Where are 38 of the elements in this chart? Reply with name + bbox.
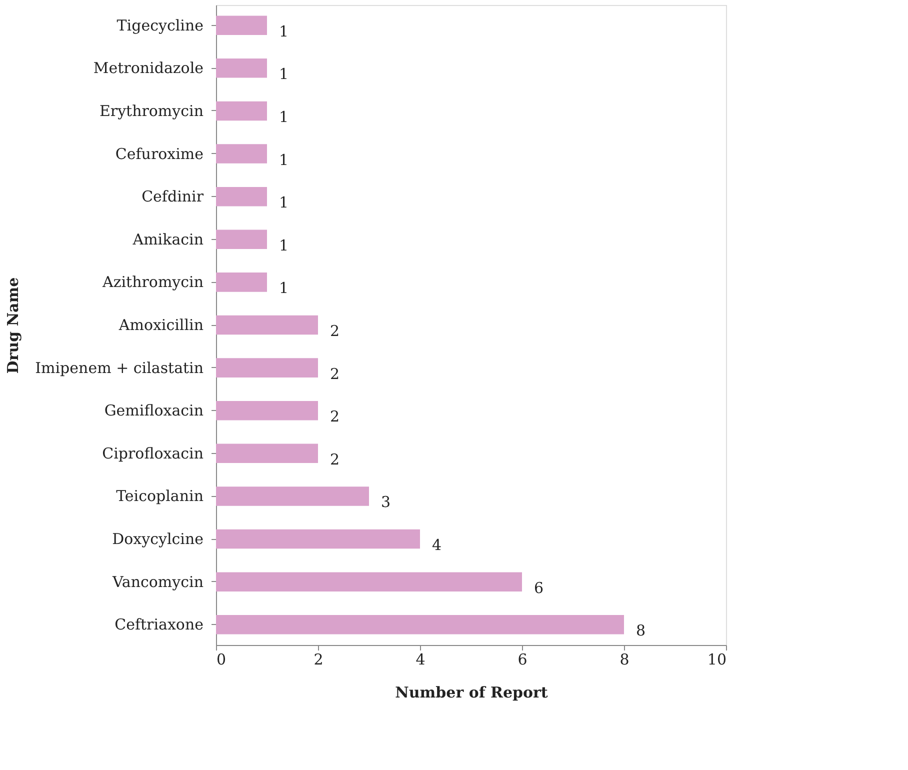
x-tick-label: 2 (314, 650, 324, 668)
data-label: 1 (279, 194, 289, 212)
data-label: 6 (534, 578, 544, 597)
data-label: 2 (330, 450, 340, 468)
x-tick-label: 0 (216, 650, 226, 668)
data-label: 4 (432, 536, 442, 554)
x-tick-label: 6 (518, 650, 528, 668)
y-tick-label: Ciprofloxacin (102, 444, 204, 462)
x-tick-label: 10 (707, 650, 726, 668)
y-tick-label: Amikacin (132, 230, 204, 248)
y-tick-label: Cefdinir (142, 188, 204, 206)
data-label: 2 (330, 322, 340, 340)
y-tick-label: Tigecycline (116, 16, 204, 34)
x-axis-title: Number of Report (395, 684, 548, 702)
data-label: 1 (279, 108, 289, 126)
y-tick-label: Teicoplanin (116, 487, 204, 506)
y-tick-label: Erythromycin (99, 102, 204, 120)
data-label: 2 (330, 408, 340, 426)
y-tick-label: Azithromycin (102, 273, 204, 292)
data-label: 2 (330, 364, 340, 383)
y-tick-label: Imipenem + cilastatin (35, 358, 204, 377)
data-label: 8 (636, 622, 646, 640)
y-tick-label: Amoxicillin (118, 316, 204, 334)
y-tick-label: Doxycylcine (112, 530, 204, 548)
x-tick-label: 4 (416, 650, 426, 668)
data-label: 1 (279, 236, 289, 254)
data-label: 3 (381, 493, 391, 512)
x-tick-label: 8 (620, 650, 630, 668)
y-tick-label: Gemifloxacin (104, 402, 204, 420)
data-label: 1 (279, 22, 289, 40)
data-label: 1 (279, 65, 289, 84)
data-label: 1 (279, 150, 289, 169)
y-axis-title: Drug Name (4, 277, 22, 374)
y-tick-label: Ceftriaxone (114, 616, 204, 634)
y-tick-label: Vancomycin (111, 572, 204, 591)
y-tick-label: Metronidazole (93, 59, 204, 78)
y-tick-label: Cefuroxime (115, 144, 204, 163)
data-label: 1 (279, 279, 289, 298)
